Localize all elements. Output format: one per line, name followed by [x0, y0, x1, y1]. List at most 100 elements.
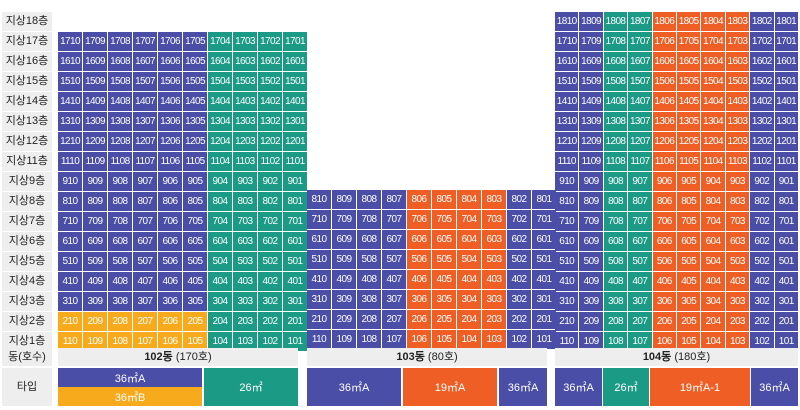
dong-label-103: 103동 (80호): [307, 348, 547, 366]
unit-cell: 409: [579, 272, 603, 291]
unit-cell: 603: [233, 232, 257, 251]
unit-cell: 1808: [603, 12, 628, 31]
unit-cell: 1609: [579, 52, 603, 71]
unit-cell: 1706: [158, 32, 182, 51]
unit-cell: 107: [133, 332, 157, 351]
unit-cell: 1508: [603, 72, 628, 91]
type-36a-103-left: 36㎡A: [307, 368, 401, 406]
unit-cell: 402: [258, 272, 282, 291]
unit-cell: 608: [108, 232, 132, 251]
unit-cell: 507: [133, 252, 157, 271]
unit-cell: 1706: [652, 32, 676, 51]
unit-cell: 806: [158, 192, 182, 211]
unit-cell: 808: [603, 192, 628, 211]
unit-cell: 208: [603, 312, 628, 331]
unit-cell: 1708: [108, 32, 132, 51]
type-19a-103: 19㎡A: [403, 368, 497, 406]
unit-cell: 1610: [58, 52, 82, 71]
unit-cell: 1509: [579, 72, 603, 91]
unit-cell: 704: [208, 212, 232, 231]
unit-cell: 204: [457, 310, 481, 329]
unit-cell: 1601: [283, 52, 307, 71]
unit-cell: 204: [208, 312, 232, 331]
unit-cell: 1307: [628, 112, 652, 131]
unit-cell: 602: [507, 230, 531, 249]
floor-label: 지상14층: [2, 92, 52, 111]
unit-cell: 310: [307, 290, 331, 309]
unit-cell: 507: [382, 250, 406, 269]
unit-cell: 408: [603, 272, 628, 291]
unit-cell: 1203: [233, 132, 257, 151]
unit-cell: 605: [183, 232, 207, 251]
unit-cell: 506: [158, 252, 182, 271]
unit-cell: 1305: [183, 112, 207, 131]
unit-cell: 1607: [628, 52, 652, 71]
unit-cell: 404: [208, 272, 232, 291]
unit-cell: 401: [532, 270, 556, 289]
floor-label: 지상1층: [2, 332, 52, 351]
unit-cell: 610: [555, 232, 579, 251]
unit-cell: 209: [83, 312, 107, 331]
unit-cell: 1303: [725, 112, 750, 131]
unit-cell: 510: [58, 252, 82, 271]
unit-cell: 801: [532, 190, 556, 209]
unit-cell: 806: [407, 190, 431, 209]
unit-cell: 203: [725, 312, 750, 331]
unit-cell: 705: [676, 212, 701, 231]
unit-cell: 1705: [676, 32, 701, 51]
unit-cell: 1103: [233, 152, 257, 171]
unit-cell: 905: [676, 172, 701, 191]
unit-cell: 1801: [774, 12, 798, 31]
unit-cell: 307: [382, 290, 406, 309]
floor-label: 지상4층: [2, 272, 52, 291]
unit-cell: 803: [725, 192, 750, 211]
dong-label-104: 104동 (180호): [555, 348, 798, 366]
unit-cell: 1202: [750, 132, 774, 151]
unit-cell: 209: [332, 310, 356, 329]
unit-cell: 1304: [208, 112, 232, 131]
unit-cell: 710: [58, 212, 82, 231]
unit-cell: 109: [579, 332, 603, 351]
unit-cell: 301: [283, 292, 307, 311]
unit-cell: 1406: [652, 92, 676, 111]
unit-cell: 202: [258, 312, 282, 331]
unit-cell: 201: [774, 312, 798, 331]
unit-cell: 1401: [774, 92, 798, 111]
unit-cell: 402: [507, 270, 531, 289]
unit-cell: 906: [652, 172, 676, 191]
floor-label: 지상11층: [2, 152, 52, 171]
unit-cell: 605: [432, 230, 456, 249]
unit-cell: 706: [407, 210, 431, 229]
unit-cell: 503: [233, 252, 257, 271]
unit-cell: 602: [258, 232, 282, 251]
unit-cell: 903: [725, 172, 750, 191]
unit-cell: 302: [258, 292, 282, 311]
unit-cell: 1509: [83, 72, 107, 91]
unit-cell: 109: [332, 330, 356, 349]
unit-cell: 1204: [208, 132, 232, 151]
floor-label: 지상5층: [2, 252, 52, 271]
unit-cell: 1604: [208, 52, 232, 71]
unit-cell: 307: [628, 292, 652, 311]
unit-cell: 709: [579, 212, 603, 231]
unit-cell: 501: [774, 252, 798, 271]
unit-cell: 1805: [676, 12, 701, 31]
unit-cell: 308: [357, 290, 381, 309]
unit-cell: 905: [183, 172, 207, 191]
unit-cell: 1105: [183, 152, 207, 171]
unit-cell: 1604: [701, 52, 725, 71]
type-36a-102: 36㎡A: [58, 368, 202, 387]
unit-cell: 707: [628, 212, 652, 231]
unit-cell: 306: [158, 292, 182, 311]
unit-cell: 806: [652, 192, 676, 211]
unit-cell: 206: [652, 312, 676, 331]
unit-cell: 1503: [725, 72, 750, 91]
unit-cell: 606: [158, 232, 182, 251]
unit-cell: 1102: [750, 152, 774, 171]
unit-cell: 1510: [58, 72, 82, 91]
unit-cell: 304: [208, 292, 232, 311]
unit-cell: 206: [158, 312, 182, 331]
unit-cell: 707: [133, 212, 157, 231]
unit-cell: 506: [407, 250, 431, 269]
unit-cell: 702: [507, 210, 531, 229]
